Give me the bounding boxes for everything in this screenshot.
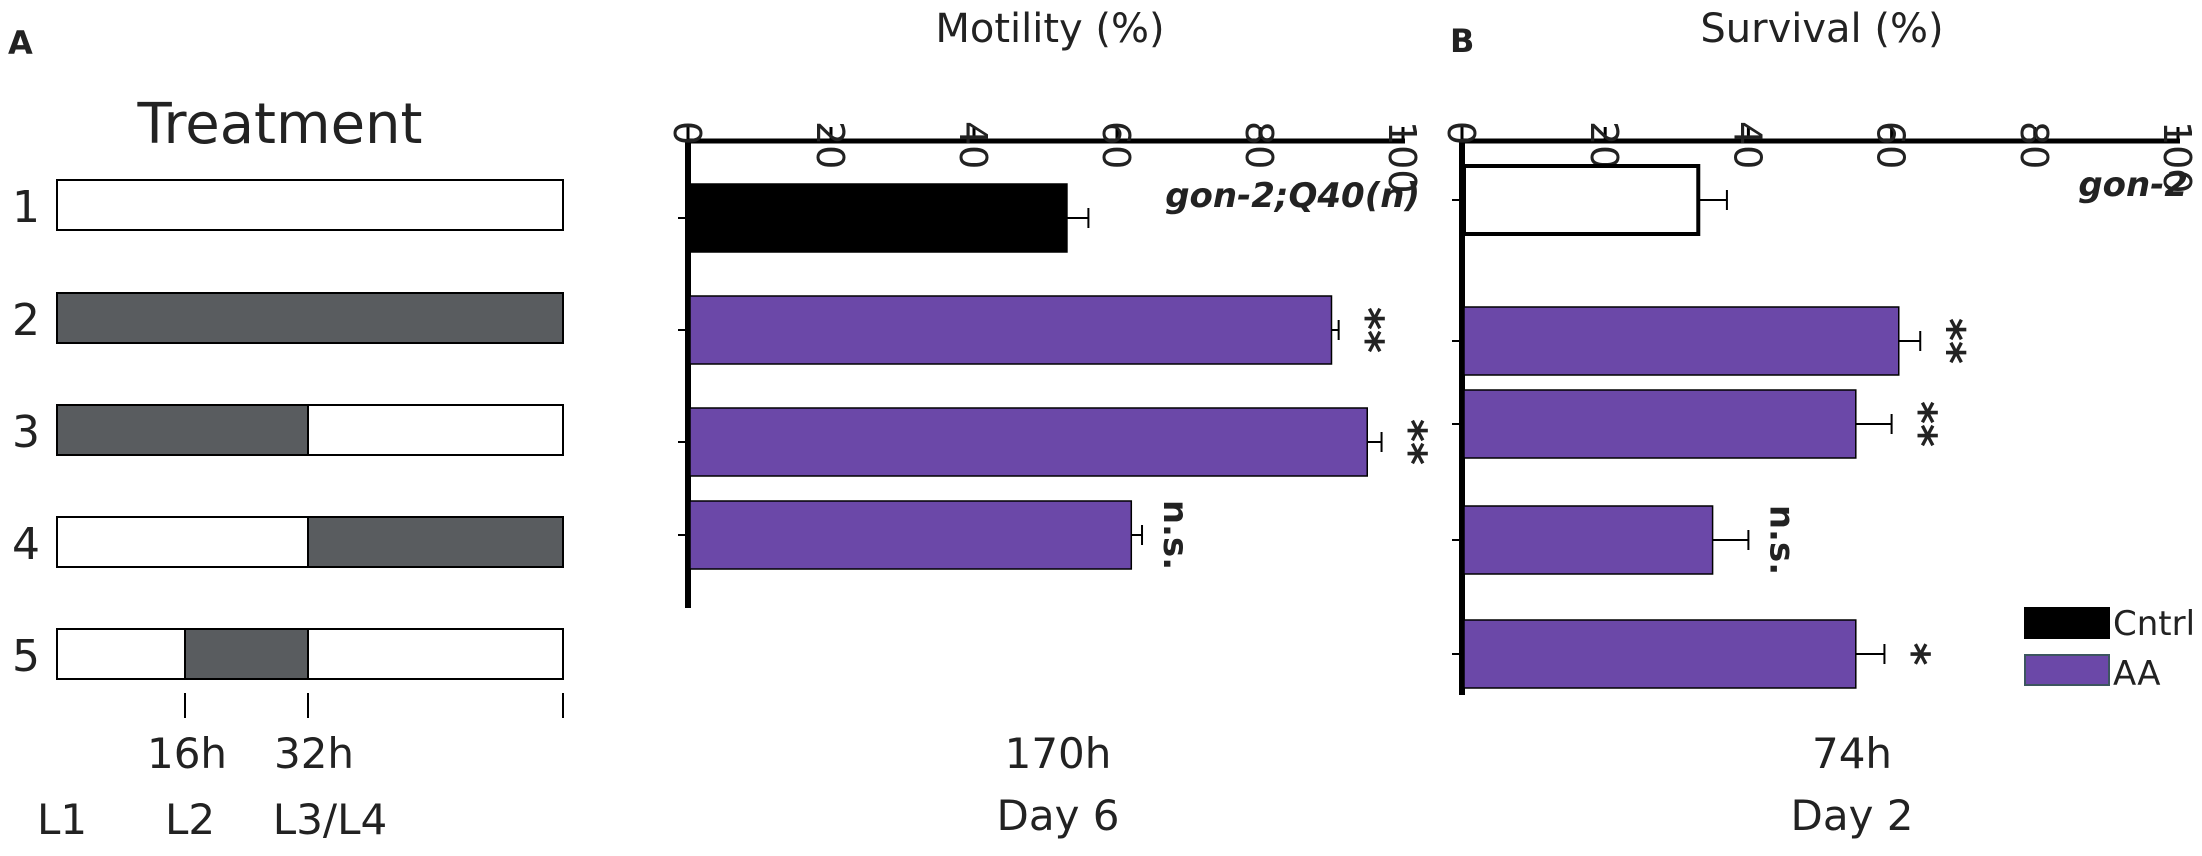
bar	[1463, 389, 1857, 459]
treatment-bar-outline	[56, 516, 564, 568]
significance-label: **	[1923, 318, 1974, 364]
x-tick-label: 0	[1439, 121, 1483, 145]
x-tick-label: 100	[2155, 121, 2199, 194]
significance-label: n.s.	[1761, 505, 1801, 575]
bar	[1462, 164, 1701, 236]
treatment-segment	[308, 517, 563, 567]
treatment-row-label: 4	[12, 519, 40, 570]
treatment-schematic: Treatment 1 2 3 4 5 16h 32h L1 L2 L3/L4	[12, 92, 564, 844]
stage-label: L3/L4	[273, 795, 387, 844]
panel-label-a: A	[8, 24, 33, 62]
panel-label-b: B	[1450, 22, 1474, 60]
bar	[1463, 619, 1857, 689]
stage-label: L1	[37, 795, 87, 844]
survival-strain-label: gon-2	[2078, 165, 2188, 205]
significance-label: n.s.	[1155, 500, 1195, 570]
legend-swatch-aa	[2024, 654, 2110, 686]
significance-label: **	[1342, 307, 1393, 353]
significance-label: **	[1385, 419, 1436, 465]
significance-label: **	[1895, 401, 1946, 447]
treatment-segment	[57, 293, 185, 343]
x-tick-label: 60	[1094, 121, 1138, 169]
stage-label: L2	[165, 795, 215, 844]
treatment-bar-outline	[56, 628, 564, 680]
survival-title: Survival (%)	[1700, 6, 1943, 52]
x-tick-label: 20	[808, 121, 852, 169]
treatment-row-label: 5	[12, 631, 40, 682]
x-tick-label: 0	[665, 121, 709, 145]
legend-swatch-cntrl	[2024, 607, 2110, 639]
treatment-segment	[308, 293, 563, 343]
treatment-segment	[308, 405, 563, 455]
treatment-row-label: 3	[12, 407, 40, 458]
x-tick-label: 80	[2012, 121, 2056, 169]
survival-chart: Survival (%) gon-2 74h Day 2 0 20 40 60 80 10…	[1439, 6, 2199, 840]
motility-time-label: 170h	[1005, 729, 1112, 778]
treatment-segment	[57, 405, 185, 455]
treatment-segment	[185, 293, 308, 343]
motility-day-label: Day 6	[996, 791, 1119, 840]
motility-strain-label: gon-2;Q40(n)	[1165, 176, 1420, 216]
treatment-segment	[57, 180, 185, 230]
treatment-title: Treatment	[137, 92, 423, 157]
treatment-row-label: 2	[12, 295, 40, 346]
bar	[689, 407, 1368, 477]
x-tick-label: 20	[1582, 121, 1626, 169]
motility-title: Motility (%)	[935, 6, 1164, 52]
treatment-segment	[185, 180, 308, 230]
survival-time-label: 74h	[1812, 729, 1892, 778]
treatment-segment	[57, 517, 185, 567]
treatment-row-label: 1	[12, 182, 40, 233]
x-tick-label: 40	[1725, 121, 1769, 169]
bar	[1463, 306, 1900, 376]
bar	[689, 500, 1133, 570]
treatment-bar-outline	[56, 292, 564, 344]
legend-label-aa: AA	[2113, 654, 2160, 694]
treatment-segment	[185, 517, 308, 567]
treatment-segment	[185, 405, 308, 455]
survival-day-label: Day 2	[1790, 791, 1913, 840]
bar	[689, 295, 1333, 365]
treatment-segment	[308, 180, 563, 230]
time-label: 16h	[147, 729, 227, 778]
motility-chart: Motility (%) gon-2;Q40(n) 170h Day 6 0 20…	[665, 6, 1436, 840]
x-tick-label: 40	[951, 121, 995, 169]
treatment-segment	[57, 629, 185, 679]
treatment-bar-outline	[56, 404, 564, 456]
treatment-bar-outline	[56, 179, 564, 231]
bar	[689, 183, 1068, 253]
treatment-segment	[185, 629, 308, 679]
legend-label-cntrl: Cntrl	[2113, 604, 2195, 644]
treatment-segment	[308, 629, 563, 679]
significance-label: *	[1887, 642, 1938, 665]
bar	[1463, 505, 1714, 575]
x-tick-label: 100	[1380, 121, 1424, 194]
x-tick-label: 60	[1869, 121, 1913, 169]
x-tick-label: 80	[1237, 121, 1281, 169]
legend: Cntrl AA	[2024, 604, 2195, 694]
time-label: 32h	[274, 729, 354, 778]
